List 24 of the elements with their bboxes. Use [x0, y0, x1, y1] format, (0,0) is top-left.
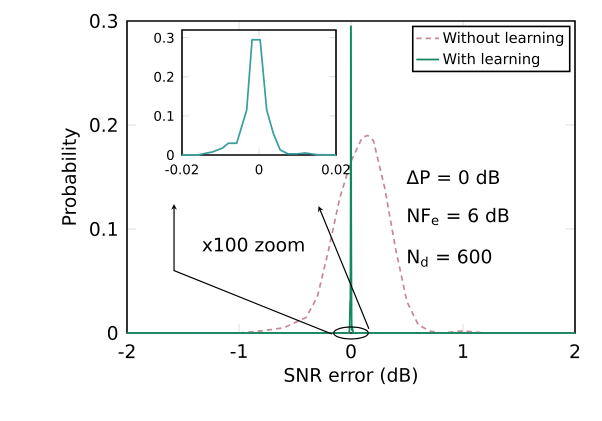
- x-axis-title: SNR error (dB): [284, 368, 417, 384]
- x-tick-label: -0.02: [165, 164, 198, 174]
- x-tick-label: -1: [230, 344, 247, 358]
- annotation: NF$_{e}$ = 6 dB: [408, 208, 508, 226]
- y-tick-label: 0.1: [154, 110, 174, 121]
- y-tick-label: 0.2: [90, 118, 117, 132]
- x-tick-label: 2: [570, 344, 580, 358]
- annotation: ΔP = 0 dB: [406, 170, 500, 184]
- x-tick-label: 0: [346, 344, 356, 358]
- x-tick-label: -2: [118, 344, 134, 358]
- y-tick-label: 0: [108, 326, 118, 340]
- y-axis-title: Probability: [62, 128, 80, 224]
- annotation: N$_{d}$ = 600: [408, 249, 492, 267]
- annotation: x100 zoom: [202, 238, 304, 252]
- y-tick-label: 0.3: [90, 14, 118, 28]
- y-tick-label: 0.2: [154, 72, 174, 82]
- y-tick-label: 0.3: [154, 32, 174, 43]
- legend-label: With learning: [443, 52, 540, 68]
- y-tick-label: 0.1: [90, 222, 117, 236]
- y-tick-label: 0: [167, 150, 174, 160]
- x-tick-label: 0.02: [322, 164, 350, 174]
- legend-label: Without learning: [443, 32, 564, 46]
- x-tick-label: 0: [256, 164, 262, 174]
- x-tick-label: 1: [459, 344, 468, 358]
